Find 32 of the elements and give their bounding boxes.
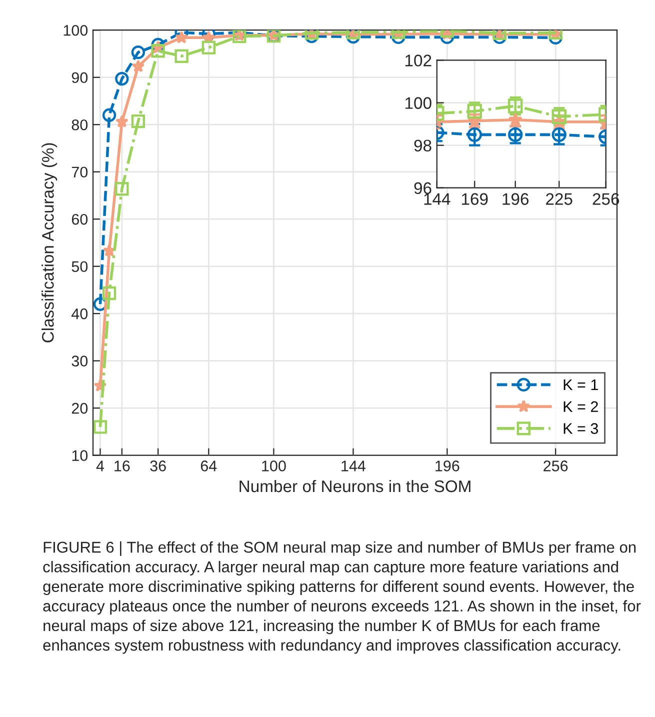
y-tick-label: 100 (405, 97, 432, 109)
legend-label: K = 2 (564, 401, 598, 412)
x-tick-label: 16 (114, 460, 130, 472)
y-tick-label: 10 (72, 450, 88, 461)
legend-label: K = 3 (564, 423, 598, 434)
y-tick-label: 98 (414, 140, 432, 152)
x-tick-label: 100 (262, 460, 286, 472)
x-tick-label: 169 (462, 193, 488, 205)
y-tick-label: 40 (72, 308, 88, 320)
caption: FIGURE 6 | The effect of the SOM neural map size and number of BMUs per frame on classification accuracy. A larger neural map can capture more feature variations and generate more discriminative spiking patterns for different sound events. However, the accuracy plateaus once the number of neurons exceeds 121. As shown in the inset, for neural maps of size above 121, increasing the number K of BMUs for each frame enhances system robustness with redundancy and improves classification accuracy. (43, 541, 641, 654)
y-axis-title: Classification Accuracy (%) (42, 143, 58, 342)
x-tick-label: 225 (546, 193, 572, 205)
y-tick-label: 80 (72, 119, 88, 130)
legend-label: K = 1 (564, 380, 598, 390)
x-tick-label: 36 (150, 460, 166, 472)
x-tick-label: 64 (200, 460, 217, 472)
y-tick-label: 96 (414, 182, 432, 194)
y-tick-label: 20 (72, 402, 88, 414)
x-tick-label: 196 (436, 460, 460, 472)
x-tick-label: 256 (544, 460, 568, 472)
y-tick-label: 50 (72, 261, 88, 272)
y-tick-label: 90 (72, 72, 88, 84)
x-tick-label: 144 (424, 193, 450, 205)
x-axis-title: Number of Neurons in the SOM (240, 480, 470, 492)
x-tick-label: 196 (502, 193, 529, 205)
x-tick-label: 144 (342, 460, 366, 472)
y-tick-label: 70 (72, 166, 88, 178)
y-tick-label: 30 (72, 356, 88, 366)
x-tick-label: 4 (96, 460, 104, 472)
y-tick-label: 102 (405, 54, 432, 66)
y-tick-label: 60 (72, 214, 88, 225)
y-tick-label: 100 (64, 24, 88, 36)
